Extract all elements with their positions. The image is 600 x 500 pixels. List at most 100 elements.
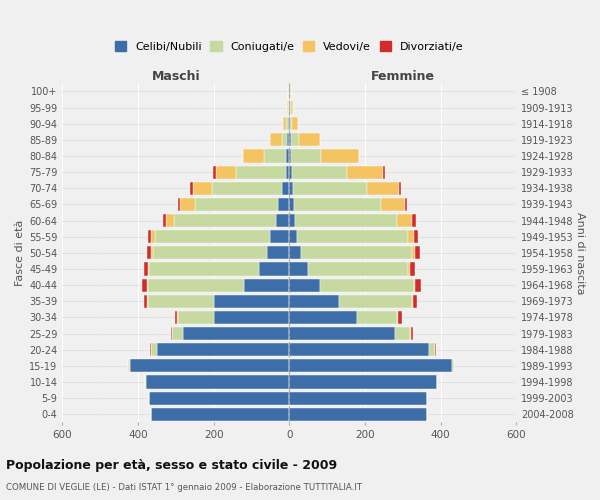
- Bar: [290, 85, 291, 98]
- Bar: [282, 182, 289, 195]
- Legend: Celibi/Nubili, Coniugati/e, Vedovi/e, Divorziati/e: Celibi/Nubili, Coniugati/e, Vedovi/e, Di…: [115, 42, 464, 52]
- Bar: [184, 327, 289, 340]
- Bar: [214, 294, 289, 308]
- Bar: [288, 101, 289, 114]
- Bar: [289, 408, 427, 421]
- Bar: [291, 150, 322, 162]
- Bar: [193, 182, 212, 195]
- Bar: [282, 133, 287, 146]
- Text: Popolazione per età, sesso e stato civile - 2009: Popolazione per età, sesso e stato civil…: [6, 460, 337, 472]
- Bar: [212, 182, 282, 195]
- Bar: [243, 150, 263, 162]
- Bar: [297, 230, 409, 243]
- Bar: [179, 198, 195, 211]
- Bar: [292, 166, 347, 179]
- Bar: [452, 359, 454, 372]
- Bar: [289, 294, 338, 308]
- Bar: [266, 246, 289, 260]
- Bar: [289, 392, 427, 405]
- Bar: [150, 343, 151, 356]
- Bar: [195, 198, 278, 211]
- Bar: [236, 166, 286, 179]
- Bar: [289, 230, 297, 243]
- Bar: [289, 376, 437, 388]
- Bar: [287, 101, 288, 114]
- Bar: [412, 214, 416, 227]
- Bar: [397, 214, 412, 227]
- Bar: [287, 133, 289, 146]
- Bar: [289, 278, 320, 292]
- Bar: [276, 214, 289, 227]
- Bar: [290, 117, 292, 130]
- Bar: [166, 214, 174, 227]
- Bar: [148, 230, 151, 243]
- Bar: [175, 311, 177, 324]
- Bar: [295, 214, 397, 227]
- Bar: [367, 182, 399, 195]
- Bar: [289, 359, 452, 372]
- Bar: [177, 311, 178, 324]
- Bar: [395, 327, 410, 340]
- Bar: [172, 327, 184, 340]
- Bar: [289, 166, 292, 179]
- Bar: [263, 150, 286, 162]
- Bar: [289, 327, 395, 340]
- Bar: [157, 343, 289, 356]
- Bar: [406, 198, 407, 211]
- Bar: [151, 343, 157, 356]
- Bar: [286, 117, 288, 130]
- Bar: [214, 311, 289, 324]
- Bar: [414, 230, 418, 243]
- Bar: [398, 311, 401, 324]
- Bar: [409, 262, 410, 276]
- Bar: [286, 150, 289, 162]
- Bar: [293, 182, 367, 195]
- Bar: [291, 133, 299, 146]
- Bar: [149, 262, 259, 276]
- Bar: [289, 311, 358, 324]
- Bar: [409, 230, 414, 243]
- Bar: [289, 182, 293, 195]
- Bar: [289, 262, 308, 276]
- Bar: [415, 246, 420, 260]
- Bar: [142, 278, 147, 292]
- Bar: [289, 150, 291, 162]
- Bar: [244, 278, 289, 292]
- Bar: [283, 117, 286, 130]
- Bar: [414, 278, 415, 292]
- Bar: [413, 294, 417, 308]
- Bar: [289, 101, 290, 114]
- Bar: [289, 133, 291, 146]
- Bar: [190, 182, 193, 195]
- Bar: [215, 166, 236, 179]
- Bar: [411, 327, 413, 340]
- Bar: [148, 262, 149, 276]
- Bar: [130, 359, 289, 372]
- Bar: [347, 166, 383, 179]
- Bar: [155, 230, 271, 243]
- Bar: [148, 278, 244, 292]
- Bar: [412, 294, 413, 308]
- Bar: [259, 262, 289, 276]
- Bar: [148, 294, 214, 308]
- Bar: [147, 294, 148, 308]
- Y-axis label: Fasce di età: Fasce di età: [15, 220, 25, 286]
- Bar: [294, 198, 381, 211]
- Bar: [151, 408, 289, 421]
- Bar: [146, 376, 289, 388]
- Bar: [291, 101, 293, 114]
- Bar: [178, 311, 214, 324]
- Bar: [292, 117, 298, 130]
- Bar: [289, 214, 295, 227]
- Text: Maschi: Maschi: [152, 70, 200, 84]
- Bar: [278, 198, 289, 211]
- Bar: [178, 198, 179, 211]
- Bar: [144, 294, 147, 308]
- Bar: [151, 230, 155, 243]
- Bar: [381, 198, 406, 211]
- Bar: [399, 182, 401, 195]
- Bar: [289, 198, 294, 211]
- Bar: [171, 327, 172, 340]
- Bar: [289, 343, 429, 356]
- Bar: [153, 246, 266, 260]
